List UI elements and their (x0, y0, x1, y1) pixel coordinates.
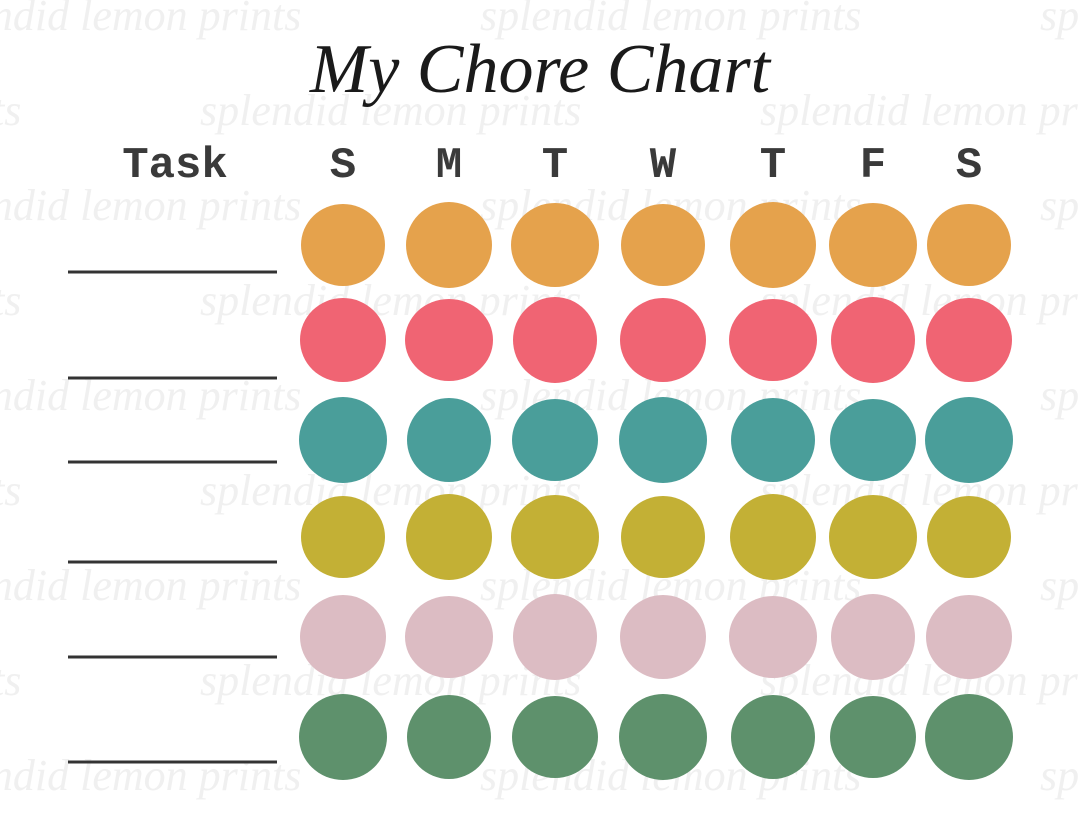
check-dot (406, 494, 492, 580)
check-dot (927, 496, 1011, 578)
watermark: splendid lemon prints (1040, 0, 1080, 40)
watermark: splendid lemon prints (760, 656, 1080, 705)
check-dot (511, 203, 599, 287)
check-dot (512, 696, 598, 778)
title: My Chore Chart (309, 31, 772, 108)
watermark-layer: splendid lemon prints splendid lemon prin… (0, 0, 1080, 800)
check-dot (731, 398, 815, 482)
day-header: M (436, 141, 462, 191)
watermark: splendid lemon prints (0, 751, 301, 800)
check-dot (301, 204, 385, 286)
check-dot (511, 495, 599, 579)
check-dot (301, 496, 385, 578)
day-header: T (542, 141, 568, 191)
check-dot (407, 695, 491, 779)
watermark: splendid lemon prints (0, 466, 21, 515)
check-dot (300, 595, 386, 679)
check-dot (830, 399, 916, 481)
check-dot (730, 494, 816, 580)
check-dot (926, 298, 1012, 382)
day-header: S (330, 141, 356, 191)
task-header: Task (122, 141, 228, 191)
check-dot (299, 694, 387, 780)
check-dot (831, 297, 915, 383)
watermark: splendid lemon prints (760, 276, 1080, 325)
watermark: splendid lemon prints (0, 181, 301, 230)
check-dot (405, 596, 493, 678)
check-dot (926, 595, 1012, 679)
watermark: splendid lemon prints (200, 276, 581, 325)
watermark: splendid lemon prints (200, 656, 581, 705)
check-dot (621, 496, 705, 578)
watermark: splendid lemon prints (1040, 181, 1080, 230)
check-dot (407, 398, 491, 482)
check-dot (927, 204, 1011, 286)
day-header: T (760, 141, 786, 191)
watermark: splendid lemon prints (0, 276, 21, 325)
watermark: splendid lemon prints (760, 466, 1080, 515)
day-header: F (860, 141, 886, 191)
check-dot (405, 299, 493, 381)
check-dot (621, 204, 705, 286)
check-dot (620, 298, 706, 382)
check-dot (513, 297, 597, 383)
check-dot (406, 202, 492, 288)
day-header: S (956, 141, 982, 191)
check-dot (300, 298, 386, 382)
watermark: splendid lemon prints (1040, 751, 1080, 800)
check-dot (729, 299, 817, 381)
watermark: splendid lemon prints (0, 0, 301, 40)
watermark: splendid lemon prints (1040, 371, 1080, 420)
watermark: splendid lemon prints (200, 86, 581, 135)
check-dot (619, 694, 707, 780)
watermark: splendid lemon prints (0, 86, 21, 135)
watermark: splendid lemon prints (760, 86, 1080, 135)
check-dot (925, 397, 1013, 483)
watermark: splendid lemon prints (1040, 561, 1080, 610)
check-dot (512, 399, 598, 481)
watermark: splendid lemon prints (480, 0, 861, 40)
check-dot (729, 596, 817, 678)
watermark: splendid lemon prints (0, 561, 301, 610)
check-dot (831, 594, 915, 680)
check-dot (299, 397, 387, 483)
check-dot (925, 694, 1013, 780)
check-dot (829, 495, 917, 579)
check-dot (731, 695, 815, 779)
check-dot (830, 696, 916, 778)
watermark: splendid lemon prints (200, 466, 581, 515)
check-dot (619, 397, 707, 483)
check-dot (829, 203, 917, 287)
check-dot (730, 202, 816, 288)
check-dot (513, 594, 597, 680)
check-dot (620, 595, 706, 679)
watermark: splendid lemon prints (0, 656, 21, 705)
day-header: W (650, 141, 677, 191)
